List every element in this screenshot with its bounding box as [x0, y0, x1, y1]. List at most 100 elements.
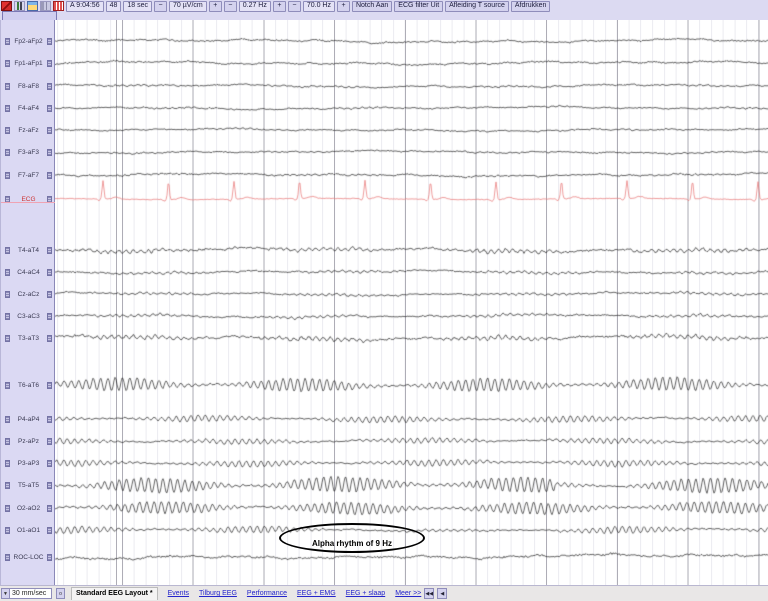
channel-label: ROC-LOC	[13, 553, 44, 561]
time-field[interactable]: A 9:04:56	[66, 0, 104, 12]
channel-options-button[interactable]	[5, 105, 10, 112]
notch-button[interactable]: Notch Aan	[351, 0, 393, 12]
eeg-trace-area[interactable]: Alpha rhythm of 9 Hz	[55, 20, 768, 585]
channel-row-c3-ac3: C3-aC3	[1, 312, 56, 321]
high-filter-increase-button[interactable]: +	[336, 0, 350, 12]
channel-options-button[interactable]	[47, 438, 52, 445]
high-filter-field[interactable]: 70.0 Hz	[302, 0, 335, 12]
channel-options-button[interactable]	[5, 527, 10, 534]
speed-combobox[interactable]: ▼ 30 mm/sec	[1, 588, 52, 599]
channel-row-fp1-afp1: Fp1-aFp1	[1, 59, 56, 68]
channel-label: P4-aP4	[17, 415, 40, 423]
page-step-button[interactable]: o	[56, 588, 65, 599]
derivation-source-button[interactable]: Afleiding T source	[445, 0, 509, 12]
speed-dropdown-arrow-icon[interactable]: ▼	[1, 588, 10, 599]
low-filter-field[interactable]: 0.27 Hz	[238, 0, 271, 12]
sensitivity-increase-button[interactable]: +	[208, 0, 222, 12]
channel-row-f8-af8: F8-aF8	[1, 82, 56, 91]
tab-link-meer-[interactable]: Meer >>	[395, 590, 422, 597]
channel-options-button[interactable]	[47, 172, 52, 179]
channel-options-button[interactable]	[5, 335, 10, 342]
channel-label: T4-aT4	[18, 246, 39, 254]
tab-link-eeg-emg[interactable]: EEG + EMG	[296, 590, 336, 597]
channel-options-button[interactable]	[47, 247, 52, 254]
channel-label: P3-aP3	[17, 459, 40, 467]
channel-options-button[interactable]	[47, 83, 52, 90]
channel-options-button[interactable]	[5, 149, 10, 156]
channel-options-button[interactable]	[5, 460, 10, 467]
channel-row-c4-ac4: C4-aC4	[1, 268, 56, 277]
channel-label: C4-aC4	[17, 268, 40, 276]
channel-row-f3-af3: F3-aF3	[1, 148, 56, 157]
channel-row-t5-at5: T5-aT5	[1, 481, 56, 490]
tab-link-performance[interactable]: Performance	[246, 590, 287, 597]
tab-link-tilburg-eeg[interactable]: Tilburg EEG	[199, 590, 237, 597]
tab-link-events[interactable]: Events	[167, 590, 190, 597]
sensitivity-decrease-button[interactable]: −	[154, 0, 168, 12]
channel-options-button[interactable]	[5, 313, 10, 320]
channel-options-button[interactable]	[5, 505, 10, 512]
channel-options-button[interactable]	[47, 460, 52, 467]
tab-standard-eeg-layout[interactable]: Standard EEG Layout *	[71, 587, 158, 600]
channel-label-panel: Fp2-aFp2 Fp1-aFp1 F8-aF8 F4-aF4 Fz-aFz F3-aF3…	[0, 20, 56, 585]
channel-options-button[interactable]	[47, 313, 52, 320]
speaker-icon[interactable]	[40, 1, 51, 11]
channel-options-button[interactable]	[5, 416, 10, 423]
channel-options-button[interactable]	[47, 505, 52, 512]
channel-row-t3-at3: T3-aT3	[1, 334, 56, 343]
app-icon[interactable]	[1, 1, 12, 11]
channel-label: F4-aF4	[18, 104, 39, 112]
channel-row-f7-af7: F7-aF7	[1, 171, 56, 180]
channel-options-button[interactable]	[5, 382, 10, 389]
channel-options-button[interactable]	[47, 482, 52, 489]
channel-options-button[interactable]	[47, 38, 52, 45]
channel-label: O1-aO1	[16, 526, 41, 534]
channel-options-button[interactable]	[47, 416, 52, 423]
channel-row-roc-loc: ROC-LOC	[1, 553, 56, 562]
channel-options-button[interactable]	[5, 554, 10, 561]
channel-label: T5-aT5	[18, 481, 39, 489]
chart-icon[interactable]	[14, 1, 25, 11]
channel-options-button[interactable]	[47, 554, 52, 561]
tabs-scroll-left-fast-button[interactable]: ◀◀	[424, 588, 435, 599]
channel-options-button[interactable]	[47, 269, 52, 276]
channel-options-button[interactable]	[5, 291, 10, 298]
channel-options-button[interactable]	[47, 382, 52, 389]
channel-options-button[interactable]	[5, 247, 10, 254]
channel-options-button[interactable]	[47, 105, 52, 112]
ecg-filter-button[interactable]: ECG filter Uit	[394, 0, 444, 12]
channel-options-button[interactable]	[5, 38, 10, 45]
tab-link-eeg-slaap[interactable]: EEG + slaap	[345, 590, 386, 597]
montage-grid-icon[interactable]	[53, 1, 64, 11]
sensitivity-field[interactable]: 70 µV/cm	[169, 0, 207, 12]
channel-options-button[interactable]	[5, 482, 10, 489]
high-filter-decrease-button[interactable]: −	[287, 0, 301, 12]
channel-label: O2-aO2	[16, 504, 41, 512]
channel-label: F3-aF3	[18, 148, 39, 156]
epoch-length-field[interactable]: 18 sec	[123, 0, 153, 12]
folder-icon[interactable]	[27, 1, 38, 11]
channel-options-button[interactable]	[47, 335, 52, 342]
channel-options-button[interactable]	[5, 60, 10, 67]
channel-options-button[interactable]	[47, 527, 52, 534]
channel-options-button[interactable]	[47, 291, 52, 298]
low-filter-decrease-button[interactable]: −	[223, 0, 237, 12]
channel-options-button[interactable]	[5, 269, 10, 276]
channel-label: Fp2-aFp2	[14, 37, 43, 45]
channel-options-button[interactable]	[5, 127, 10, 134]
tabs-scroll-left-button[interactable]: ◀	[437, 588, 448, 599]
channel-count-field[interactable]: 48	[105, 0, 122, 12]
channel-options-button[interactable]	[5, 172, 10, 179]
ecg-row-underline	[1, 202, 56, 203]
channel-options-button[interactable]	[47, 149, 52, 156]
channel-options-button[interactable]	[5, 83, 10, 90]
print-button[interactable]: Afdrukken	[510, 0, 551, 12]
low-filter-increase-button[interactable]: +	[272, 0, 286, 12]
toolbar-row: A 9:04:56 48 18 sec −70 µV/cm + −0.27 Hz + −70.…	[1, 0, 551, 12]
channel-options-button[interactable]	[47, 127, 52, 134]
channel-row-cz-acz: Cz-aCz	[1, 290, 56, 299]
channel-label: C3-aC3	[17, 312, 40, 320]
channel-options-button[interactable]	[47, 60, 52, 67]
channel-options-button[interactable]	[5, 438, 10, 445]
